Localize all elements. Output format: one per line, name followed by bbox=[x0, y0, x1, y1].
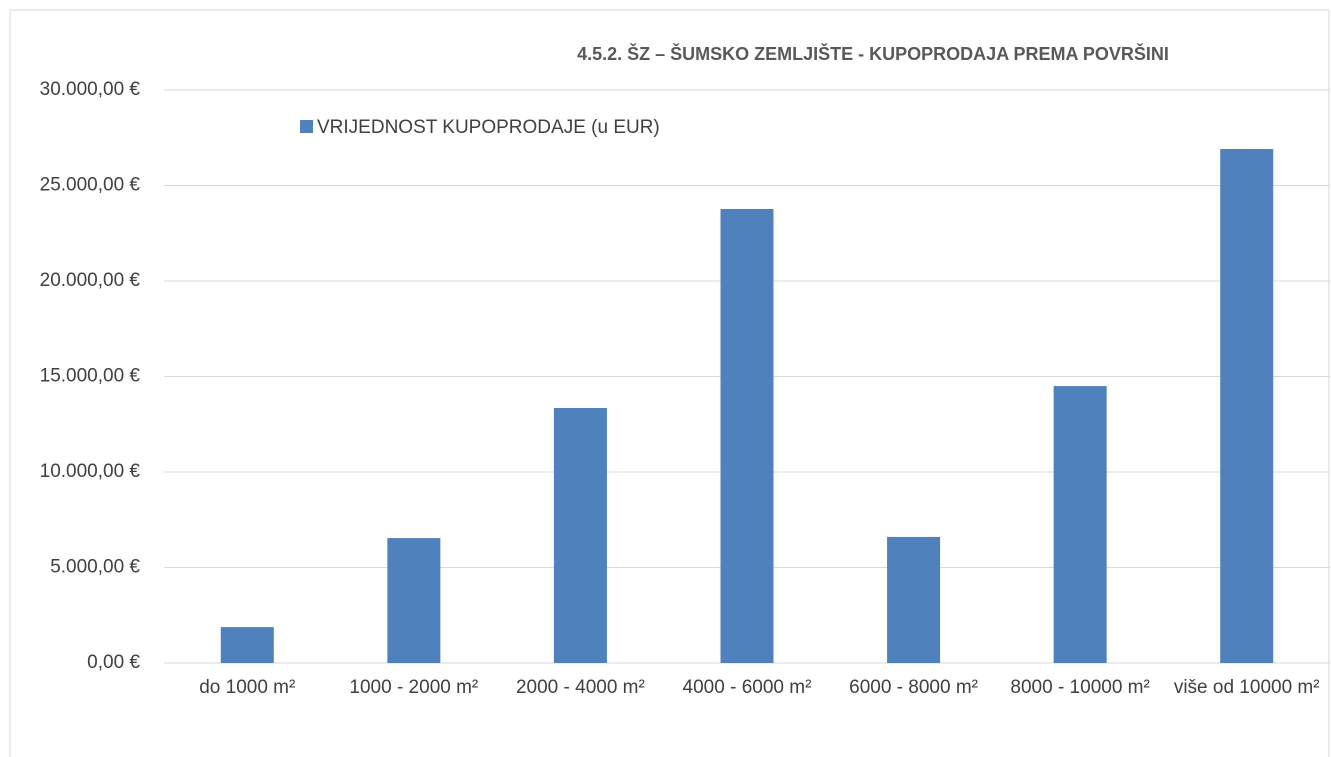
bar bbox=[887, 536, 941, 663]
y-tick-label: 5.000,00 € bbox=[50, 557, 140, 578]
x-tick-label: do 1000 m² bbox=[199, 677, 296, 698]
bar bbox=[387, 538, 441, 663]
y-tick-label: 10.000,00 € bbox=[40, 461, 141, 482]
bar bbox=[1220, 149, 1274, 664]
chart-title: 4.5.2. ŠZ – ŠUMSKO ZEMLJIŠTE - KUPOPRODA… bbox=[577, 43, 1169, 64]
bar bbox=[553, 408, 607, 663]
legend-label: VRIJEDNOST KUPOPRODAJE (u EUR) bbox=[317, 117, 660, 138]
x-tick-label: 4000 - 6000 m² bbox=[682, 677, 812, 698]
y-tick-label: 20.000,00 € bbox=[40, 270, 141, 291]
y-tick-label: 15.000,00 € bbox=[40, 366, 141, 387]
y-tick-label: 25.000,00 € bbox=[40, 175, 141, 196]
bar bbox=[220, 627, 274, 663]
y-tick-label: 30.000,00 € bbox=[40, 79, 141, 100]
y-tick-label: 0,00 € bbox=[87, 652, 140, 673]
legend: VRIJEDNOST KUPOPRODAJE (u EUR) bbox=[300, 113, 660, 143]
x-tick-label: 8000 - 10000 m² bbox=[1010, 677, 1150, 698]
bar bbox=[1053, 386, 1107, 663]
x-tick-label: 6000 - 8000 m² bbox=[849, 677, 978, 698]
x-tick-label: više od 10000 m² bbox=[1173, 677, 1320, 698]
legend-swatch bbox=[300, 120, 313, 133]
bar bbox=[720, 208, 774, 664]
x-tick-label: 2000 - 4000 m² bbox=[515, 677, 645, 698]
x-tick-label: 1000 - 2000 m² bbox=[349, 677, 479, 698]
